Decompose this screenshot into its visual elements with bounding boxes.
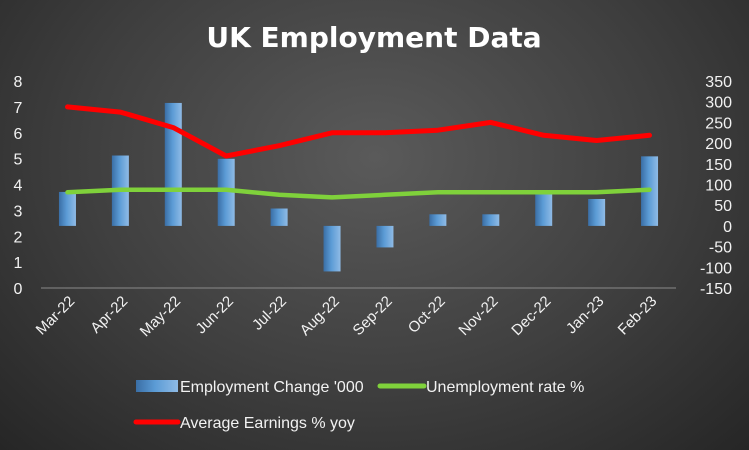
average-earnings-yoy-line: [65, 104, 652, 159]
employment-change-bar: [429, 214, 447, 226]
legend: Employment Change '000 Unemployment rate …: [133, 379, 584, 432]
left-tick-label: 7: [14, 100, 23, 117]
x-tick-label: Apr-22: [87, 293, 131, 337]
left-tick-label: 6: [14, 126, 23, 143]
right-tick-label: 0: [723, 219, 732, 236]
left-tick-label: 4: [14, 178, 23, 195]
x-tick-label: Jul-22: [249, 293, 290, 334]
left-axis: 0 1 2 3 4 5 6 7 8: [14, 74, 23, 298]
right-tick-label: 250: [705, 115, 732, 132]
left-tick-label: 3: [14, 203, 23, 220]
employment-change-bar: [58, 191, 76, 226]
right-tick-label: 150: [705, 157, 732, 174]
x-tick-label: Sep-22: [350, 293, 396, 339]
employment-change-bar: [270, 208, 288, 226]
right-tick-label: -50: [709, 240, 732, 257]
employment-change-bar: [482, 214, 500, 226]
left-tick-label: 8: [14, 74, 23, 91]
employment-change-bar: [588, 198, 606, 226]
legend-bar-swatch: [136, 380, 178, 392]
left-tick-label: 2: [14, 229, 23, 246]
bar-series: [58, 102, 659, 272]
employment-change-bar: [376, 225, 394, 248]
right-tick-label: -150: [700, 281, 732, 298]
right-tick-label: 100: [705, 178, 732, 195]
employment-change-bar: [323, 225, 341, 272]
right-axis: -150 -100 -50 0 50 100 150 200 250 300 350: [700, 74, 732, 298]
legend-label: Unemployment rate %: [426, 379, 584, 396]
line-series: [65, 104, 652, 200]
left-tick-label: 0: [14, 281, 23, 298]
left-tick-label: 5: [14, 152, 23, 169]
right-tick-label: 200: [705, 136, 732, 153]
employment-change-bar: [217, 158, 235, 226]
right-tick-label: 350: [705, 74, 732, 91]
x-axis: Mar-22 Apr-22 May-22 Jun-22 Jul-22 Aug-22 Sep-…: [33, 293, 661, 340]
right-tick-label: -100: [700, 260, 732, 277]
x-tick-label: Mar-22: [33, 293, 79, 339]
x-tick-label: Dec-22: [508, 293, 554, 339]
legend-label: Average Earnings % yoy: [180, 415, 355, 432]
x-tick-label: Feb-23: [615, 293, 661, 339]
x-tick-label: May-22: [137, 293, 184, 340]
unemployment-rate-line: [65, 187, 652, 200]
chart-title: UK Employment Data: [206, 21, 541, 54]
x-tick-label: Oct-22: [405, 293, 449, 337]
left-tick-label: 1: [14, 255, 23, 272]
x-tick-label: Jun-22: [193, 293, 237, 337]
employment-change-bar: [164, 102, 182, 226]
employment-change-bar: [535, 192, 553, 226]
right-tick-label: 50: [714, 198, 732, 215]
x-tick-label: Nov-22: [455, 293, 501, 339]
right-tick-label: 300: [705, 95, 732, 112]
x-tick-label: Aug-22: [297, 293, 343, 339]
legend-label: Employment Change '000: [180, 379, 364, 396]
x-tick-label: Jan-23: [563, 293, 607, 337]
